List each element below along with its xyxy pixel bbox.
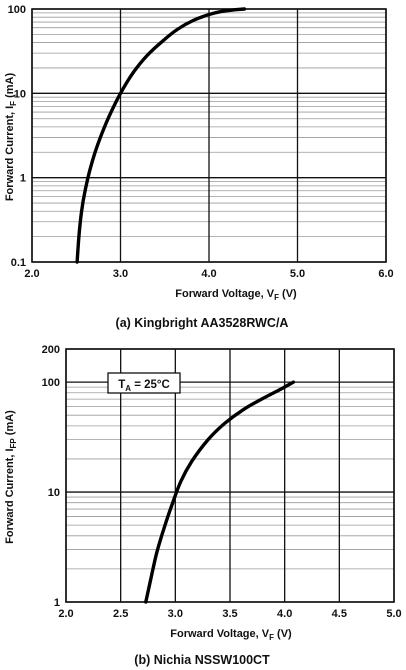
chart-b-x-tick-label: 5.0 (386, 608, 401, 620)
chart-b-x-tick-labels: 2.0 2.5 3.0 3.5 4.0 4.5 5.0 (58, 608, 401, 620)
chart-b-caption: (b) Nichia NSSW100CT (134, 653, 270, 667)
chart-b-y-tick-label: 1 (54, 597, 60, 609)
chart-b-x-tick-label: 3.0 (168, 608, 183, 620)
chart-a: 2.0 3.0 4.0 5.0 6.0 0.1 1 10 100 Forward Voltag… (4, 4, 394, 330)
chart-a-y-tick-label: 0.1 (11, 257, 26, 269)
chart-b-y-tick-label: 100 (42, 377, 60, 389)
chart-b-annotation: TA = 25°C (107, 372, 181, 394)
chart-b-series-line (144, 380, 296, 604)
chart-a-plot-frame (31, 8, 387, 263)
chart-b-y-tick-label: 200 (42, 344, 60, 356)
chart-b: 2.0 2.5 3.0 3.5 4.0 4.5 5.0 1 10 100 200 TA = 25°… (4, 344, 402, 667)
chart-a-x-tick-label: 3.0 (113, 268, 128, 280)
chart-b-plot-frame (65, 348, 395, 603)
chart-b-annotation-text: TA = 25°C (118, 379, 170, 393)
chart-b-y-axis-label: Forward Current, IFP (mA) (4, 410, 18, 544)
chart-a-x-tick-label: 2.0 (24, 268, 39, 280)
chart-b-y-tick-label: 10 (48, 487, 60, 499)
chart-b-x-tick-label: 4.5 (332, 608, 347, 620)
chart-b-x-tick-label: 3.5 (222, 608, 237, 620)
chart-b-y-tick-labels: 1 10 100 200 (42, 344, 60, 609)
chart-a-series-line (75, 7, 247, 264)
chart-a-x-tick-label: 6.0 (378, 268, 393, 280)
chart-a-x-tick-label: 4.0 (201, 268, 216, 280)
chart-b-x-axis-label: Forward Voltage, VF (V) (170, 628, 292, 642)
chart-b-x-tick-label: 2.5 (113, 608, 128, 620)
chart-b-annotation-box (107, 372, 181, 394)
chart-b-x-tick-label: 2.0 (58, 608, 73, 620)
chart-a-x-tick-labels: 2.0 3.0 4.0 5.0 6.0 (24, 268, 393, 280)
chart-a-y-tick-labels: 0.1 1 10 100 (8, 4, 26, 269)
chart-a-x-axis-label: Forward Voltage, VF (V) (175, 288, 297, 302)
chart-a-caption: (a) Kingbright AA3528RWC/A (116, 316, 289, 330)
chart-a-y-tick-label: 10 (14, 88, 26, 100)
chart-a-y-axis-label: Forward Current, IF (mA) (4, 72, 18, 201)
chart-a-y-tick-label: 1 (20, 173, 26, 185)
chart-a-grid (31, 8, 387, 263)
chart-a-y-tick-label: 100 (8, 4, 26, 16)
chart-b-x-tick-label: 4.0 (277, 608, 292, 620)
chart-a-x-tick-label: 5.0 (290, 268, 305, 280)
